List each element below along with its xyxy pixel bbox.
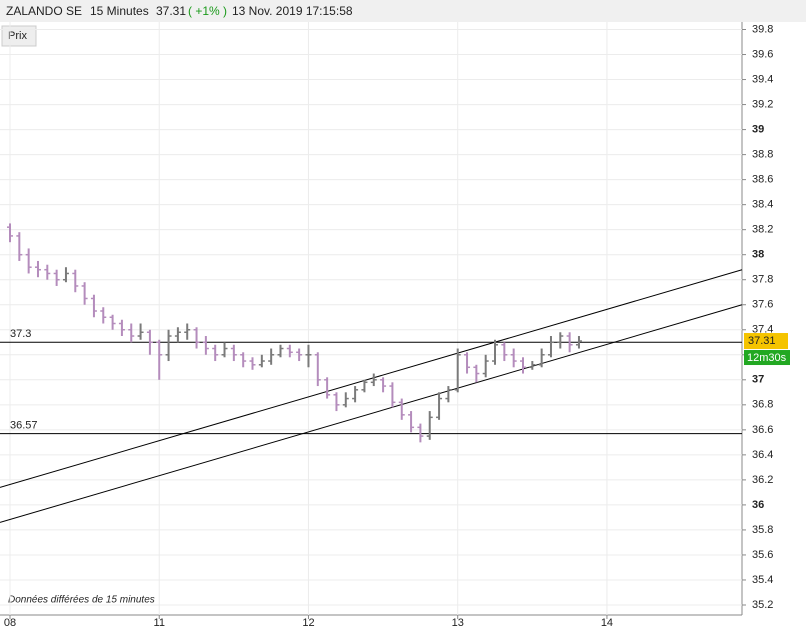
countdown-box [744,350,790,366]
title: ZALANDO SE [6,4,82,18]
note: Données différées de 15 minutes [8,595,155,606]
y-tick-label: 35.6 [752,549,773,561]
y-tick-label: 36.6 [752,424,773,436]
y-tick-label: 36.8 [752,399,773,411]
y-tick-label: 38.6 [752,174,773,186]
datetime: 13 Nov. 2019 17:15:58 [232,4,353,18]
countdown: 12m30s [747,352,787,364]
x-tick-label: 13 [452,617,464,629]
x-tick-label: 11 [154,617,165,629]
y-tick-label: 38.2 [752,224,773,236]
trendline [0,304,743,523]
price-tag-label: 37.31 [748,335,776,347]
change: ( +1% ) [188,4,227,18]
y-tick-label: 39.6 [752,48,773,60]
level-label: 36.57 [10,420,38,432]
trendline [0,269,743,488]
y-label: Prix [8,30,27,42]
last-price: 37.31 [156,4,186,18]
y-tick-label: 39.8 [752,23,773,35]
y-tick-label: 38.4 [752,199,773,211]
x-tick-label: 12 [302,617,314,629]
y-tick-label: 38 [752,249,764,261]
y-tick-label: 35.8 [752,524,773,536]
y-tick-label: 36.2 [752,474,773,486]
price-tag [744,333,788,350]
y-tick-label: 39.2 [752,98,773,110]
y-tick-label: 36.4 [752,449,773,461]
header-bar [0,0,806,22]
y-tick-label: 37.4 [752,324,773,336]
y-label-box [1,25,37,47]
x-tick-label: 08 [4,617,16,629]
y-tick-label: 37.8 [752,274,773,286]
level-label: 37.3 [10,328,31,340]
y-tick-label: 39.4 [752,73,773,85]
y-tick-label: 37.6 [752,299,773,311]
y-tick-label: 38.8 [752,149,773,161]
interval: 15 Minutes [90,4,149,18]
y-tick-label: 35.2 [752,599,773,611]
y-tick-label: 35.4 [752,574,773,586]
y-tick-label: 39 [752,123,764,135]
y-tick-label: 37 [752,374,764,386]
y-tick-label: 36 [752,499,764,511]
x-tick-label: 14 [601,617,613,629]
